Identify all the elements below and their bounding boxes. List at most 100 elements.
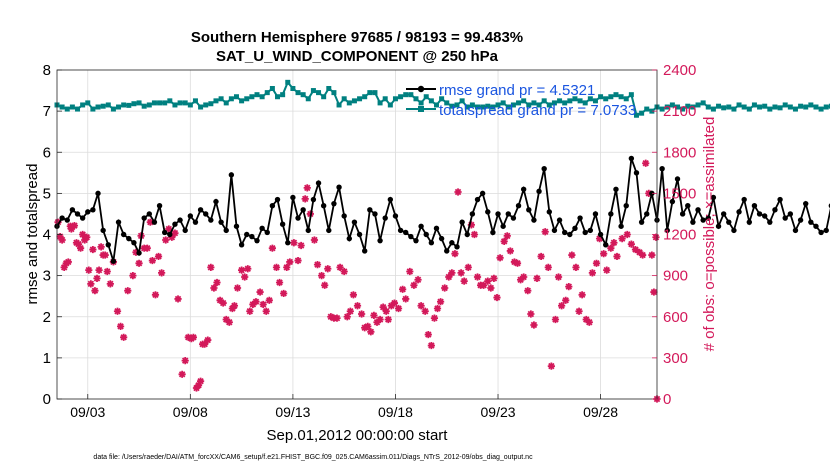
rmse-point <box>120 231 127 238</box>
rmse-point <box>203 211 209 217</box>
rmse-point <box>433 225 440 232</box>
totalspread-point <box>659 106 665 112</box>
obs-point <box>213 278 221 287</box>
obs-point <box>207 263 215 271</box>
obs-point <box>66 222 74 230</box>
obs-point <box>603 266 611 274</box>
obs-point <box>367 328 375 336</box>
totalspread-point <box>803 104 809 110</box>
totalspread-point <box>546 102 552 108</box>
obs-point <box>151 291 160 299</box>
obs-point <box>487 284 495 292</box>
obs-point <box>58 236 66 244</box>
obs-point <box>124 287 132 295</box>
rmse-point <box>823 227 829 234</box>
rmse-point <box>136 250 142 256</box>
rmse-point <box>690 219 696 225</box>
totalspread-point <box>59 104 65 110</box>
obs-point <box>402 295 410 303</box>
obs-point <box>451 250 459 258</box>
obs-point <box>585 318 593 326</box>
obs-point <box>230 302 239 310</box>
totalspread-point <box>233 94 239 100</box>
totalspread-point <box>608 94 614 100</box>
rmse-point <box>561 229 568 236</box>
totalspread-point <box>146 102 152 108</box>
obs-point <box>313 261 322 269</box>
totalspread-point <box>510 102 516 108</box>
obs-point <box>568 251 576 259</box>
obs-point <box>516 276 525 284</box>
totalspread-point <box>490 104 496 110</box>
rmse-point <box>777 196 783 203</box>
obs-point <box>387 302 395 310</box>
rmse-point <box>146 211 153 217</box>
obs-point <box>64 258 72 266</box>
rmse-point <box>310 196 317 203</box>
totalspread-point <box>731 106 737 112</box>
obs-point <box>639 251 647 259</box>
obs-point <box>286 258 294 266</box>
totalspread-point <box>557 98 563 104</box>
rmse-point <box>751 203 758 209</box>
rmse-point <box>695 207 701 213</box>
rmse-point <box>233 223 240 229</box>
rmse-point <box>556 217 563 223</box>
totalspread-point <box>269 86 275 92</box>
obs-point <box>168 233 176 241</box>
rmse-line <box>56 158 830 262</box>
totalspread-point <box>377 100 383 106</box>
rmse-point <box>628 155 635 162</box>
rmse-point <box>269 203 276 209</box>
totalspread-point <box>346 100 352 106</box>
y-tick-label-right: 1800 <box>663 144 696 161</box>
obs-point <box>582 315 590 324</box>
totalspread-point <box>259 94 265 100</box>
totalspread-point <box>131 101 137 107</box>
rmse-point <box>397 227 404 234</box>
totalspread-point <box>551 100 557 106</box>
y-tick-label-right: 300 <box>663 350 688 367</box>
obs-point <box>406 267 414 276</box>
x-tick-label: 09/08 <box>173 404 208 420</box>
totalspread-point <box>208 101 214 107</box>
totalspread-point <box>305 96 311 102</box>
totalspread-point <box>572 96 578 102</box>
obs-point <box>547 362 555 370</box>
obs-point <box>132 248 140 256</box>
y-tick-label-right: 2400 <box>663 62 696 79</box>
x-tick-label: 09/13 <box>275 404 310 420</box>
totalspread-point <box>162 100 168 106</box>
totalspread-point <box>254 92 260 98</box>
rmse-point <box>423 231 429 238</box>
totalspread-point <box>177 100 183 106</box>
totalspread-point <box>603 96 609 102</box>
obs-point <box>201 340 209 348</box>
x-tick-label: 09/18 <box>378 404 413 420</box>
rmse-point <box>613 186 619 192</box>
obs-point <box>467 221 475 229</box>
obs-point <box>464 263 472 271</box>
legend-totalspread-label: totalspread grand pr = 7.0733 <box>439 102 636 119</box>
obs-point <box>241 273 249 281</box>
rmse-point <box>172 221 178 227</box>
totalspread-point <box>757 104 763 110</box>
rmse-point <box>351 219 358 225</box>
obs-point <box>346 307 354 315</box>
rmse-point <box>377 237 383 244</box>
totalspread-point <box>408 92 414 98</box>
obs-point <box>618 235 626 243</box>
rmse-point <box>100 227 106 234</box>
obs-point <box>233 284 242 292</box>
rmse-point <box>505 211 511 217</box>
obs-point <box>154 252 163 261</box>
obs-point <box>652 233 660 241</box>
totalspread-point <box>649 108 655 114</box>
obs-point <box>496 254 504 262</box>
obs-point <box>457 269 465 277</box>
y-tick-label-left: 2 <box>43 309 51 326</box>
y-tick-label-right: 600 <box>663 309 688 326</box>
totalspread-point <box>285 79 291 85</box>
totalspread-point <box>449 103 455 109</box>
obs-point <box>101 251 109 259</box>
